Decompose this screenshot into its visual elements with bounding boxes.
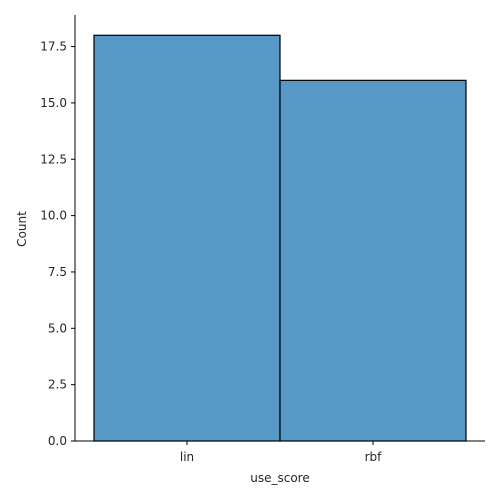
x-axis-label: use_score	[250, 471, 309, 485]
x-tick-label-rbf: rbf	[365, 450, 383, 464]
y-tick-label: 10.0	[40, 209, 67, 223]
y-axis: 0.0 2.5 5.0 7.5 10.0 12.5 15.0 17.5	[40, 15, 76, 448]
y-tick-label: 0.0	[48, 434, 67, 448]
x-tick-label-lin: lin	[180, 450, 194, 464]
y-tick-label: 15.0	[40, 96, 67, 110]
y-tick-label: 17.5	[40, 40, 67, 54]
bar-rbf	[279, 79, 467, 442]
y-tick-label: 12.5	[40, 152, 67, 166]
bars-group	[93, 34, 467, 442]
x-axis: lin rbf	[75, 440, 485, 464]
y-tick-label: 7.5	[48, 265, 67, 279]
y-axis-label: Count	[15, 211, 29, 247]
y-tick-label: 2.5	[48, 378, 67, 392]
bar-lin	[93, 34, 281, 442]
y-tick-label: 5.0	[48, 321, 67, 335]
